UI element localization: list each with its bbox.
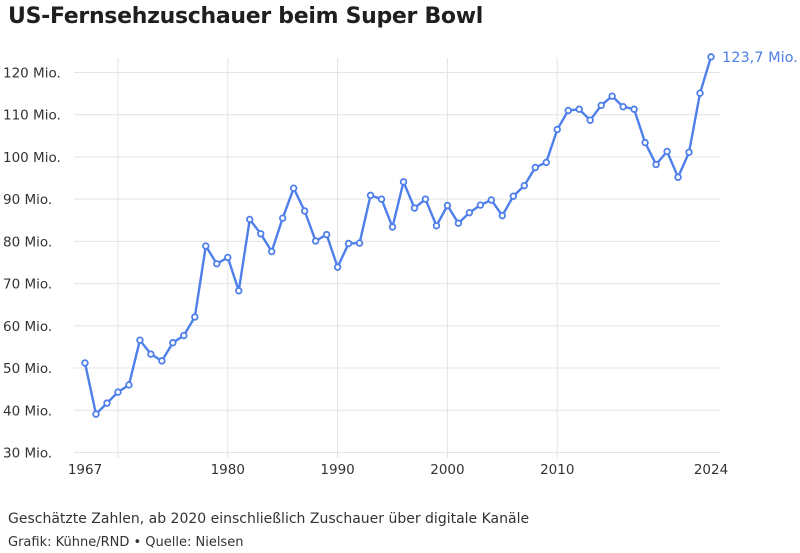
data-point bbox=[399, 178, 408, 186]
data-point bbox=[465, 208, 474, 217]
data-point bbox=[652, 160, 660, 169]
line-chart: 30 Mio. 40 Mio. 50 Mio. 60 Mio. 70 Mio. 80 Mi… bbox=[3, 50, 798, 478]
data-point bbox=[608, 92, 616, 100]
data-point bbox=[663, 147, 671, 156]
y-tick-label: 50 Mio. bbox=[3, 361, 52, 377]
x-tick-label: 1967 bbox=[68, 462, 102, 478]
data-point bbox=[619, 102, 627, 111]
series-line-group bbox=[83, 55, 713, 416]
x-tick-label: 1990 bbox=[320, 462, 354, 478]
data-point bbox=[180, 331, 188, 340]
data-point bbox=[300, 207, 309, 215]
data-point bbox=[674, 173, 682, 181]
data-point bbox=[169, 339, 177, 347]
data-point bbox=[355, 239, 364, 247]
y-tick-label: 80 Mio. bbox=[3, 234, 52, 250]
data-point bbox=[136, 336, 144, 344]
data-point bbox=[454, 219, 463, 227]
data-point bbox=[685, 148, 693, 156]
y-tick-label: 100 Mio. bbox=[3, 150, 61, 166]
data-point bbox=[311, 237, 320, 245]
grid-lines bbox=[74, 58, 720, 458]
data-point bbox=[224, 253, 232, 262]
data-point bbox=[388, 223, 397, 231]
data-point bbox=[432, 222, 441, 230]
data-point bbox=[322, 230, 331, 239]
y-axis-ticks: 30 Mio. 40 Mio. 50 Mio. 60 Mio. 70 Mio. 80 Mi… bbox=[3, 66, 61, 462]
y-tick-label: 30 Mio. bbox=[3, 446, 52, 462]
chart-note: Geschätzte Zahlen, ab 2020 einschließlic… bbox=[8, 511, 530, 527]
x-tick-label: 1980 bbox=[211, 462, 245, 478]
data-point bbox=[410, 204, 419, 212]
data-point bbox=[487, 196, 496, 204]
data-point bbox=[630, 105, 638, 113]
x-tick-label: 2000 bbox=[430, 462, 464, 478]
data-point bbox=[641, 138, 649, 147]
data-point bbox=[158, 357, 166, 365]
data-point bbox=[213, 260, 221, 268]
data-point bbox=[125, 381, 133, 389]
data-point bbox=[114, 388, 122, 396]
y-tick-label: 60 Mio. bbox=[3, 319, 52, 335]
data-point bbox=[597, 101, 605, 110]
data-point bbox=[553, 125, 561, 134]
data-point bbox=[333, 263, 342, 271]
y-tick-label: 110 Mio. bbox=[3, 108, 61, 124]
data-point bbox=[366, 191, 375, 200]
data-point bbox=[103, 399, 111, 407]
data-point bbox=[564, 106, 572, 115]
data-point bbox=[575, 105, 583, 113]
data-point bbox=[696, 89, 704, 97]
y-tick-label: 70 Mio. bbox=[3, 277, 52, 293]
data-point bbox=[92, 410, 100, 418]
data-points bbox=[81, 53, 715, 418]
data-point bbox=[476, 201, 485, 209]
data-point bbox=[289, 184, 298, 192]
x-tick-label: 2010 bbox=[540, 462, 574, 478]
end-value-label: 123,7 Mio. bbox=[722, 50, 798, 66]
data-point bbox=[520, 181, 528, 190]
data-point bbox=[586, 116, 594, 124]
data-point bbox=[498, 211, 507, 220]
data-point bbox=[707, 53, 715, 61]
data-point bbox=[509, 192, 518, 200]
data-point bbox=[202, 242, 210, 250]
data-point bbox=[421, 195, 430, 203]
data-point bbox=[443, 201, 452, 210]
data-point bbox=[147, 350, 155, 358]
data-point bbox=[268, 247, 276, 256]
data-point bbox=[81, 359, 89, 367]
x-tick-label: 2024 bbox=[694, 462, 728, 478]
data-point bbox=[344, 239, 353, 248]
data-point bbox=[542, 158, 550, 167]
end-label-group: 123,7 Mio. bbox=[722, 50, 798, 66]
chart-credit: Grafik: Kühne/RND • Quelle: Nielsen bbox=[8, 535, 244, 550]
y-tick-label: 120 Mio. bbox=[3, 66, 61, 82]
data-point bbox=[531, 163, 539, 172]
data-point bbox=[278, 214, 287, 222]
data-point bbox=[235, 287, 243, 295]
chart-title: US-Fernsehzuschauer beim Super Bowl bbox=[8, 4, 484, 29]
data-point bbox=[377, 195, 386, 203]
data-point bbox=[191, 313, 199, 321]
data-point bbox=[246, 215, 254, 224]
series-line bbox=[83, 55, 713, 416]
data-point bbox=[257, 230, 265, 238]
y-tick-label: 90 Mio. bbox=[3, 192, 52, 208]
x-axis-ticks: 1967 1980 1990 2000 2010 2024 bbox=[68, 462, 728, 478]
y-tick-label: 40 Mio. bbox=[3, 403, 52, 419]
